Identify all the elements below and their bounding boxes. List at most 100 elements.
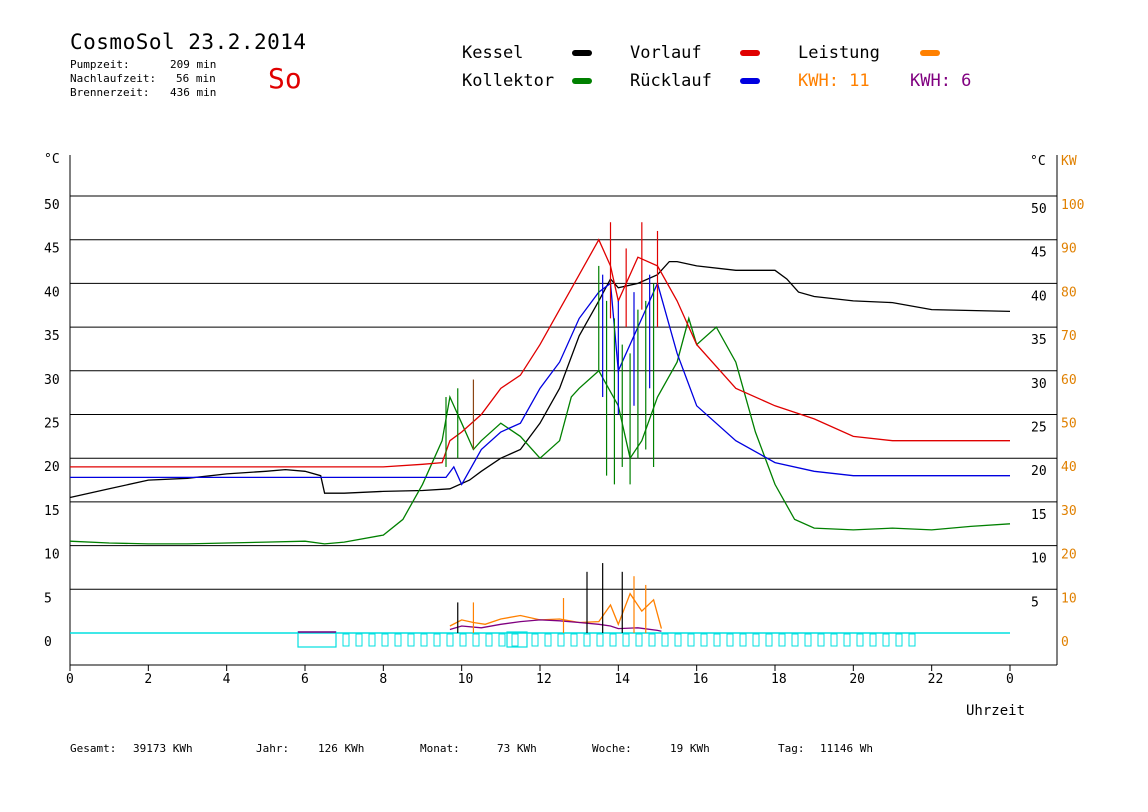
pump-box [700, 633, 708, 647]
pump-box [817, 633, 825, 647]
y-tick-label-left-50: 50 [44, 198, 60, 213]
pump-box [726, 633, 734, 647]
pump-box [557, 633, 565, 647]
pump-box [804, 633, 812, 647]
y-tick-label-right-25: 25 [1031, 421, 1047, 436]
pumpzeit-label: Pumpzeit: [70, 58, 130, 71]
chart-series-lines [69, 222, 1011, 633]
pump-box [544, 633, 552, 647]
pump-box [381, 633, 389, 647]
legend-ruecklauf-swatch [740, 78, 760, 84]
legend-leistung-swatch [920, 50, 940, 56]
y-tick-label-right-45: 45 [1031, 246, 1047, 261]
footer-gesamt-label: Gesamt: [70, 742, 117, 755]
y-tick-label-left-35: 35 [44, 329, 60, 344]
pump-box [778, 633, 786, 647]
x-tick-label-5: 10 [458, 672, 474, 687]
series-line-rcklauf [70, 281, 1010, 486]
pump-box [420, 633, 428, 647]
pump-box [674, 633, 682, 647]
legend-kwh-purple: KWH: 6 [910, 71, 972, 91]
x-tick-label-6: 12 [536, 672, 552, 687]
y-tick-label-left-5: 5 [44, 591, 52, 606]
nachlaufzeit-value: 56 min [176, 72, 216, 85]
pump-box [765, 633, 773, 647]
pump-box [882, 633, 890, 647]
pump-box-main [297, 631, 337, 648]
pump-box [752, 633, 760, 647]
nachlaufzeit-label: Nachlaufzeit: [70, 72, 157, 85]
footer-woche-value: 19 KWh [670, 742, 710, 755]
pump-box [446, 633, 454, 647]
y-tick-label-kw-30: 30 [1061, 504, 1077, 519]
pump-box [791, 633, 799, 647]
pump-box [355, 633, 363, 647]
chart-axes [69, 155, 1058, 671]
x-tick-label-11: 22 [928, 672, 944, 687]
legend-kollektor-label: Kollektor [462, 71, 555, 91]
pump-box [531, 633, 539, 647]
x-tick-label-0: 0 [66, 672, 74, 687]
x-tick-label-9: 18 [771, 672, 787, 687]
y-tick-label-left-0: 0 [44, 635, 52, 650]
pump-box [394, 633, 402, 647]
pump-box [869, 633, 877, 647]
pump-box [856, 633, 864, 647]
pump-box [713, 633, 721, 647]
chart-title: CosmoSol 23.2.2014 [70, 30, 307, 54]
y-tick-label-kw-100: 100 [1061, 198, 1084, 213]
pump-activity-bars [297, 631, 916, 648]
legend-vorlauf-swatch [740, 50, 760, 56]
pump-box [433, 633, 441, 647]
pump-box [485, 633, 493, 647]
legend-kessel-swatch [572, 50, 592, 56]
footer-jahr-value: 126 KWh [318, 742, 365, 755]
pump-box [739, 633, 747, 647]
y-tick-label-right-35: 35 [1031, 333, 1047, 348]
y-tick-label-kw-20: 20 [1061, 548, 1077, 563]
legend-ruecklauf-label: Rücklauf [630, 71, 712, 91]
y-tick-label-left-40: 40 [44, 285, 60, 300]
pump-box [648, 633, 656, 647]
y-tick-label-right-30: 30 [1031, 377, 1047, 392]
y-tick-label-kw-10: 10 [1061, 591, 1077, 606]
y-tick-label-left-45: 45 [44, 242, 60, 257]
pump-box [459, 633, 467, 647]
x-tick-label-2: 4 [223, 672, 231, 687]
x-tick-label-3: 6 [301, 672, 309, 687]
pump-box [498, 633, 506, 647]
series-line-leistung [449, 592, 663, 629]
y-tick-label-right-40: 40 [1031, 289, 1047, 304]
pump-box [843, 633, 851, 647]
x-tick-label-12: 0 [1006, 672, 1014, 687]
y-tick-label-right-10: 10 [1031, 552, 1047, 567]
y-tick-label-right-50: 50 [1031, 202, 1047, 217]
y-axis-unit-kw: KW [1061, 154, 1077, 169]
y-tick-label-left-25: 25 [44, 417, 60, 432]
x-axis-label: Uhrzeit [966, 703, 1025, 719]
y-tick-label-kw-70: 70 [1061, 329, 1077, 344]
pumpzeit-value: 209 min [170, 58, 217, 71]
pump-box [687, 633, 695, 647]
pump-box [472, 633, 480, 647]
series-line-kwh2 [449, 619, 662, 632]
y-tick-label-kw-0: 0 [1061, 635, 1069, 650]
pump-box [635, 633, 643, 647]
y-tick-label-left-10: 10 [44, 548, 60, 563]
series-line-vorlauf [70, 238, 1010, 468]
legend-kessel-label: Kessel [462, 43, 524, 63]
y-tick-label-right-20: 20 [1031, 464, 1047, 479]
pump-box [908, 633, 916, 647]
footer-monat-label: Monat: [420, 742, 460, 755]
x-tick-label-1: 2 [144, 672, 152, 687]
weekday-label: So [268, 62, 302, 95]
pump-box [342, 633, 350, 647]
pump-box [609, 633, 617, 647]
x-tick-label-7: 14 [614, 672, 630, 687]
y-tick-label-right-5: 5 [1031, 595, 1039, 610]
legend-leistung-label: Leistung [798, 43, 880, 63]
footer-tag-label: Tag: [778, 742, 805, 755]
pump-box [895, 633, 903, 647]
brennerzeit-label: Brennerzeit: [70, 86, 150, 99]
